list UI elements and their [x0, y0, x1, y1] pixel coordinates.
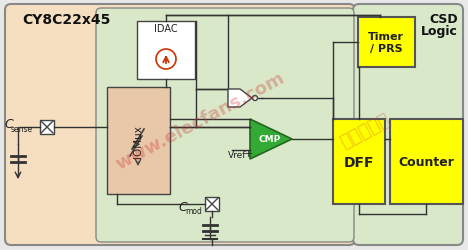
Text: DFF: DFF: [344, 156, 374, 169]
Text: C: C: [4, 118, 13, 131]
Bar: [358, 18, 415, 68]
FancyBboxPatch shape: [5, 5, 355, 245]
Text: CMP: CMP: [259, 135, 281, 144]
Text: C: C: [178, 201, 187, 214]
Circle shape: [156, 50, 176, 70]
Text: IOMux: IOMux: [133, 125, 143, 158]
Polygon shape: [250, 120, 292, 159]
Text: 电子发烧友: 电子发烧友: [337, 110, 393, 151]
Bar: [390, 120, 463, 204]
Text: +: +: [243, 148, 253, 158]
Bar: [107, 88, 170, 194]
Text: mod: mod: [185, 207, 202, 216]
Bar: [333, 120, 385, 204]
Text: sense: sense: [11, 124, 33, 133]
Bar: [137, 22, 195, 80]
Text: Timer
/ PRS: Timer / PRS: [368, 32, 404, 54]
FancyBboxPatch shape: [96, 9, 354, 242]
Text: Vref: Vref: [228, 151, 247, 160]
Text: www.elecfans.com: www.elecfans.com: [112, 68, 287, 172]
Circle shape: [253, 96, 257, 101]
Polygon shape: [228, 90, 252, 108]
Text: Logic: Logic: [421, 25, 458, 38]
Text: CY8C22x45: CY8C22x45: [22, 13, 110, 27]
Text: IDAC: IDAC: [154, 24, 178, 34]
Bar: [40, 120, 54, 134]
Text: Counter: Counter: [398, 156, 454, 169]
FancyBboxPatch shape: [353, 5, 463, 245]
Bar: [205, 197, 219, 211]
Text: CSD: CSD: [429, 13, 458, 26]
